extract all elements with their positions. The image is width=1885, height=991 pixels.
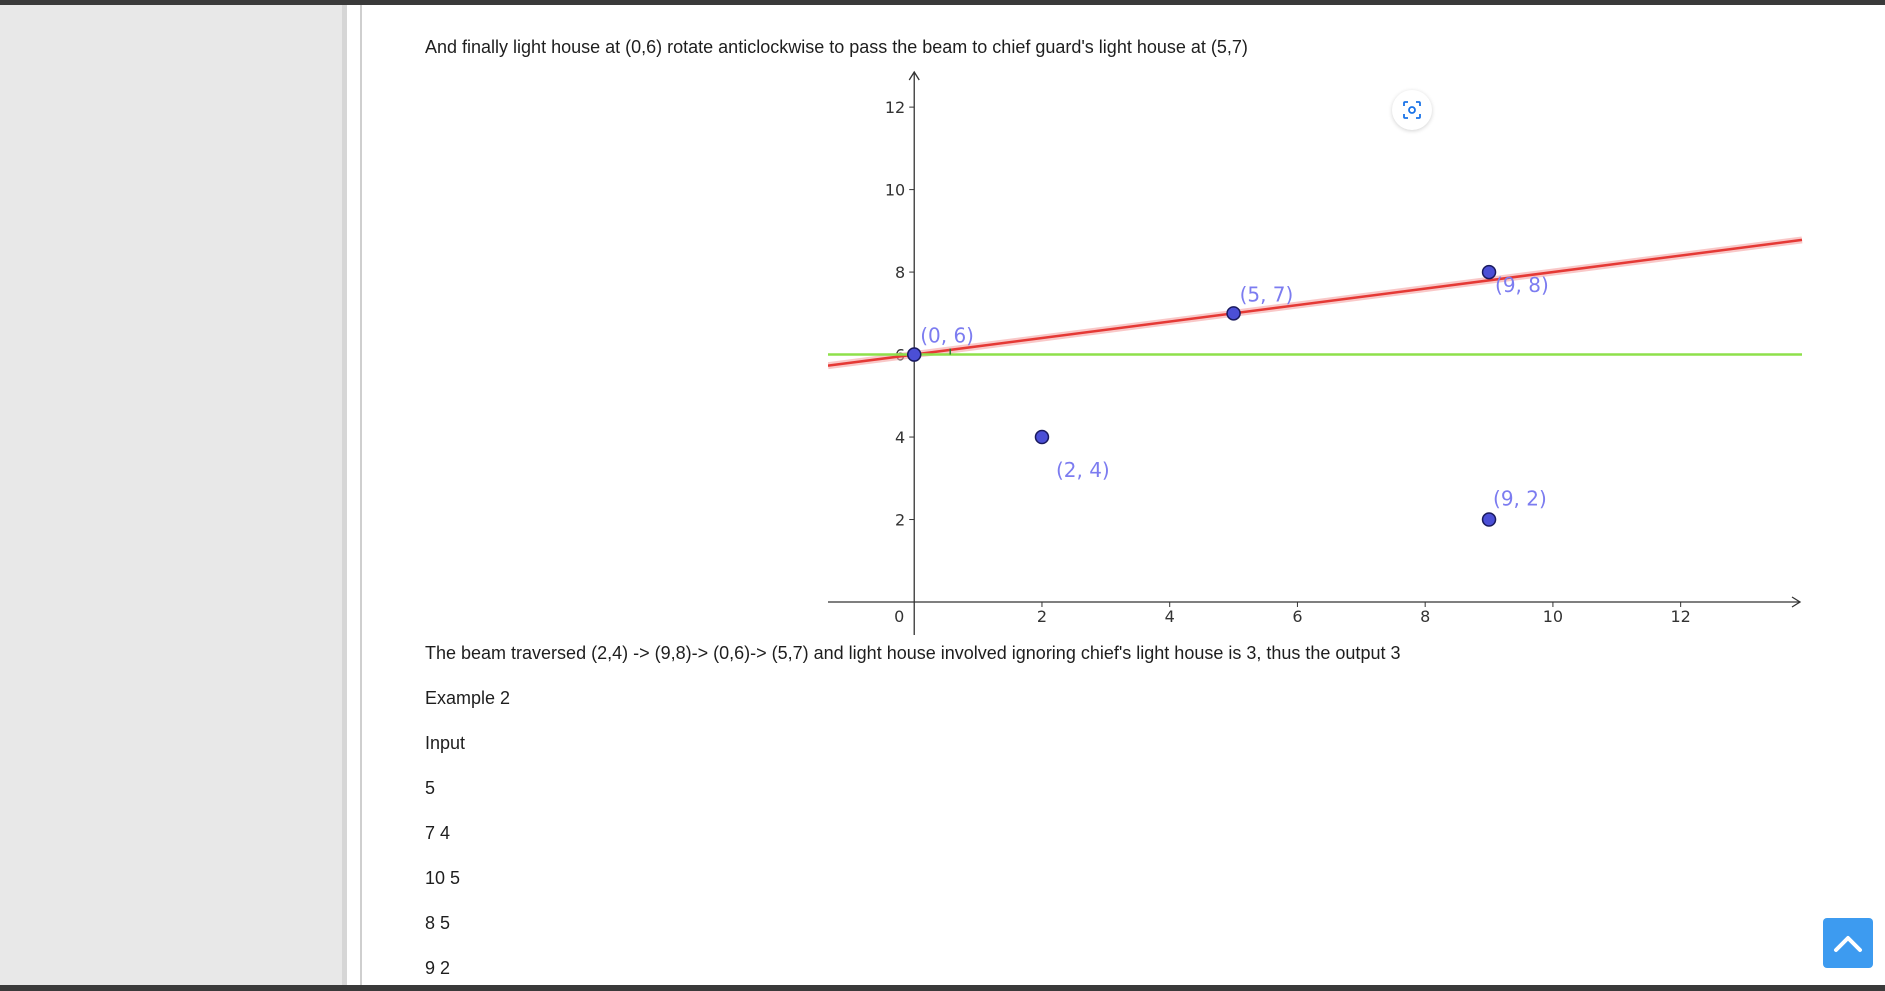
main-content: And finally light house at (0,6) rotate … [362, 5, 1885, 985]
input-line: 9 2 [425, 958, 451, 978]
data-point-label: (5, 7) [1240, 282, 1294, 306]
x-tick-label: 10 [1543, 607, 1563, 626]
scroll-to-top-button[interactable] [1823, 918, 1873, 968]
sidebar-divider[interactable] [342, 5, 347, 985]
data-point-label: (9, 2) [1493, 487, 1547, 511]
scatter-plot[interactable]: 02468101224681012(0, 6)(5, 7)(9, 8)(2, 4… [828, 70, 1808, 635]
data-point [1481, 264, 1497, 280]
y-tick-label: 12 [885, 98, 905, 117]
data-point-label: (2, 4) [1056, 458, 1110, 482]
content-border [360, 5, 362, 985]
x-tick-label: 6 [1292, 607, 1302, 626]
intro-paragraph: And finally light house at (0,6) rotate … [425, 37, 1248, 57]
summary-paragraph: The beam traversed (2,4) -> (9,8)-> (0,6… [425, 643, 1401, 663]
y-tick-label: 10 [885, 181, 905, 200]
example-heading: Example 2 [425, 688, 511, 708]
x-tick-label: 0 [894, 607, 904, 626]
y-tick-label: 2 [895, 511, 905, 530]
x-tick-label: 2 [1037, 607, 1047, 626]
x-tick-label: 4 [1165, 607, 1175, 626]
input-line: 5 [425, 778, 436, 798]
data-point-label: (9, 8) [1495, 273, 1549, 297]
data-point [1226, 306, 1241, 321]
x-tick-label: 8 [1420, 607, 1430, 626]
recenter-view-icon [1403, 101, 1421, 119]
window-bottom-border [0, 985, 1885, 991]
y-axis-arrow [908, 70, 920, 81]
input-line: 10 5 [425, 868, 461, 888]
data-point-label: (0, 6) [920, 324, 974, 348]
beam-line [828, 238, 1803, 367]
left-sidebar [0, 5, 343, 985]
data-point [1034, 429, 1050, 445]
data-point [1481, 512, 1497, 527]
window-top-border [0, 0, 1885, 5]
x-axis-arrow [1791, 596, 1802, 608]
y-tick-label: 8 [895, 263, 905, 282]
recenter-view-button[interactable] [1392, 90, 1432, 130]
input-line: 8 5 [425, 913, 451, 933]
data-point [906, 347, 922, 362]
y-tick-label: 4 [895, 428, 905, 447]
chevron-up-icon [1834, 936, 1862, 952]
x-tick-label: 12 [1670, 607, 1690, 626]
input-line: 7 4 [425, 823, 451, 843]
input-label: Input [425, 733, 466, 753]
